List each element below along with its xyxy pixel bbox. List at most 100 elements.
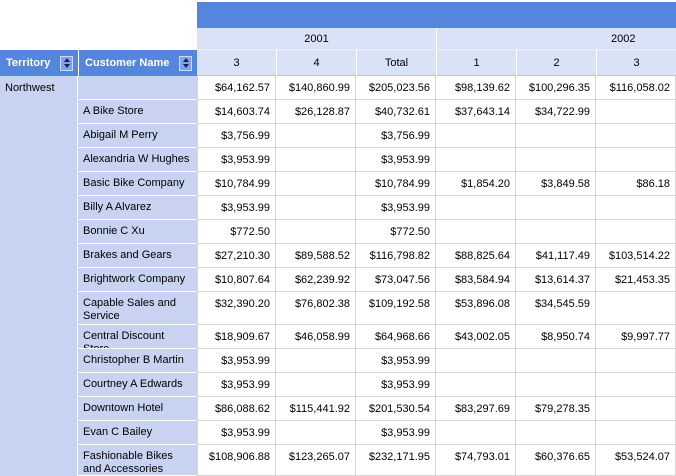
quarter-header: 2	[516, 50, 596, 76]
customer-cell: Abigail M Perry	[78, 124, 197, 148]
value-cell: $3,756.99	[197, 124, 276, 148]
customer-cell: Basic Bike Company	[78, 172, 197, 196]
value-cell: $13,614.37	[516, 268, 596, 292]
value-cell: $73,047.56	[356, 268, 436, 292]
customer-cell: Courtney A Edwards	[78, 373, 197, 397]
value-cell: $53,524.07	[596, 445, 676, 476]
value-cell: $115,441.92	[276, 397, 356, 421]
value-cell	[596, 148, 676, 172]
value-cell: $3,953.99	[356, 421, 436, 445]
value-cell: $60,376.65	[516, 445, 596, 476]
value-cell	[276, 172, 356, 196]
value-cell: $1,854.20	[436, 172, 516, 196]
value-cell	[436, 220, 516, 244]
value-cell: $26,128.87	[276, 100, 356, 124]
customer-name-column-header: Customer Name	[78, 50, 197, 76]
value-cell	[596, 100, 676, 124]
sort-asc-icon	[182, 58, 189, 62]
value-cell: $86.18	[596, 172, 676, 196]
year-header-2002: 2002	[436, 28, 676, 50]
value-cell: $3,849.58	[516, 172, 596, 196]
value-cell: $40,732.61	[356, 100, 436, 124]
value-cell: $116,058.02	[596, 76, 676, 100]
value-cell: $53,896.08	[436, 292, 516, 325]
value-cell: $62,239.92	[276, 268, 356, 292]
value-cell	[516, 196, 596, 220]
year-label: 2001	[304, 32, 329, 45]
sort-toggle-icon[interactable]	[60, 55, 73, 71]
quarter-header: 4	[276, 50, 356, 76]
value-cell	[596, 292, 676, 325]
value-cell: $116,798.82	[356, 244, 436, 268]
value-cell	[516, 124, 596, 148]
value-cell	[596, 349, 676, 373]
customer-cell	[78, 76, 197, 100]
value-cell: $772.50	[356, 220, 436, 244]
value-cell: $18,909.67	[197, 325, 276, 349]
value-cell	[516, 148, 596, 172]
territory-cell: Northwest	[0, 76, 78, 476]
territory-header-label: Territory	[6, 57, 51, 69]
value-cell: $88,825.64	[436, 244, 516, 268]
customer-cell: Billy A Alvarez	[78, 196, 197, 220]
value-cell: $103,514.22	[596, 244, 676, 268]
value-cell: $83,297.69	[436, 397, 516, 421]
value-cell: $205,023.56	[356, 76, 436, 100]
value-cell	[596, 373, 676, 397]
value-cell: $100,296.35	[516, 76, 596, 100]
sort-toggle-icon[interactable]	[179, 55, 192, 71]
value-cell: $74,793.01	[436, 445, 516, 476]
value-cell: $3,953.99	[197, 421, 276, 445]
value-cell: $46,058.99	[276, 325, 356, 349]
value-cell: $10,784.99	[356, 172, 436, 196]
year-label: 2002	[611, 32, 636, 45]
value-cell: $10,807.64	[197, 268, 276, 292]
value-cell: $8,950.74	[516, 325, 596, 349]
customer-cell: Capable Sales and Service	[78, 292, 197, 325]
value-cell	[276, 196, 356, 220]
value-cell: $64,162.57	[197, 76, 276, 100]
customer-cell: Brightwork Company	[78, 268, 197, 292]
customer-cell: Brakes and Gears	[78, 244, 197, 268]
value-cell: $86,088.62	[197, 397, 276, 421]
value-cell	[276, 373, 356, 397]
value-cell: $3,953.99	[356, 349, 436, 373]
value-cell	[276, 148, 356, 172]
customer-cell: Central Discount Store	[78, 325, 197, 349]
value-cell: $10,784.99	[197, 172, 276, 196]
value-cell: $109,192.58	[356, 292, 436, 325]
value-cell: $232,171.95	[356, 445, 436, 476]
sort-desc-icon	[63, 64, 70, 68]
value-cell: $3,953.99	[356, 148, 436, 172]
value-cell	[436, 148, 516, 172]
report-header-bar	[197, 0, 676, 28]
value-cell: $79,278.35	[516, 397, 596, 421]
value-cell: $76,802.38	[276, 292, 356, 325]
blank-corner	[0, 0, 197, 50]
customer-cell: Evan C Bailey	[78, 421, 197, 445]
customer-cell: Bonnie C Xu	[78, 220, 197, 244]
value-cell: $9,997.77	[596, 325, 676, 349]
value-cell	[436, 349, 516, 373]
value-cell	[596, 421, 676, 445]
quarter-header: 3	[197, 50, 276, 76]
value-cell	[596, 196, 676, 220]
value-cell: $108,906.88	[197, 445, 276, 476]
value-cell: $3,953.99	[197, 373, 276, 397]
value-cell: $34,722.99	[516, 100, 596, 124]
value-cell: $89,588.52	[276, 244, 356, 268]
value-cell: $3,953.99	[356, 196, 436, 220]
value-cell: $772.50	[197, 220, 276, 244]
value-cell: $34,545.59	[516, 292, 596, 325]
customer-cell: A Bike Store	[78, 100, 197, 124]
value-cell	[516, 373, 596, 397]
quarter-header: 3	[596, 50, 676, 76]
value-cell: $37,643.14	[436, 100, 516, 124]
value-cell	[596, 220, 676, 244]
sort-desc-icon	[182, 64, 189, 68]
territory-column-header: Territory	[0, 50, 78, 76]
value-cell	[516, 421, 596, 445]
value-cell	[596, 124, 676, 148]
